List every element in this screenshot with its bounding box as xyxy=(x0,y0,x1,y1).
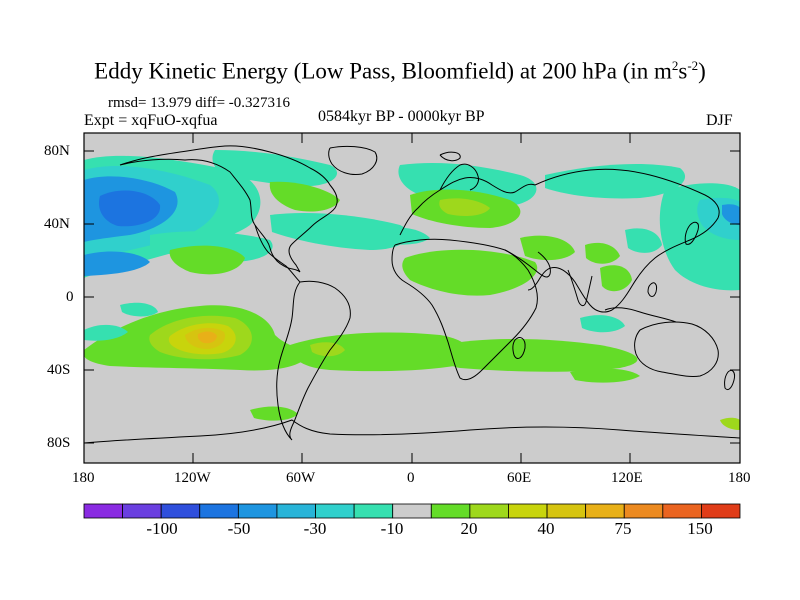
season-label: DJF xyxy=(706,112,733,129)
contour-tropical-pacific-teal xyxy=(120,302,158,317)
lat-label-40s: 40S xyxy=(47,362,71,378)
lon-label-180e: 180 xyxy=(728,470,751,486)
coast-central-america xyxy=(254,224,301,283)
contour-japan-teal xyxy=(625,228,662,253)
contour-north-pacific-lower xyxy=(84,251,150,276)
colorbar-box-13 xyxy=(585,503,625,519)
colorbar-box-12 xyxy=(546,503,587,519)
colorbar-box-5 xyxy=(276,503,316,519)
contour-asia-green-small xyxy=(585,242,620,264)
contour-east-asia-green xyxy=(600,265,632,292)
colorbar-box-6 xyxy=(315,503,355,519)
coast-india xyxy=(567,269,593,307)
contour-south-atlantic-olive xyxy=(310,342,345,357)
axis-ticks xyxy=(83,133,741,463)
colorbar-box-15 xyxy=(662,503,702,519)
lon-label-120e: 120E xyxy=(611,470,643,486)
contour-north-america-green xyxy=(269,181,340,212)
title-mid: s xyxy=(678,58,688,84)
coast-north-america xyxy=(119,145,338,273)
coast-europe xyxy=(399,177,536,236)
coast-philippines xyxy=(647,282,657,297)
contour-atlantic-teal xyxy=(270,213,409,250)
contour-africa-green xyxy=(402,249,538,296)
coastlines xyxy=(84,145,740,444)
contour-south-pacific-teal-west xyxy=(84,324,128,341)
colorbar-label-m10: -10 xyxy=(380,519,404,538)
period-label: 0584kyr BP - 0000kyr BP xyxy=(318,108,485,125)
contour-west-pacific-blue xyxy=(722,204,740,225)
coast-arabia xyxy=(504,249,551,278)
colorbar-label-20: 20 xyxy=(460,519,478,538)
contour-north-pacific-core xyxy=(98,190,161,227)
colorbar-box-0 xyxy=(83,503,123,519)
contour-southern-ocean-green xyxy=(570,368,640,383)
colorbar-box-4 xyxy=(237,503,278,519)
contour-indian-teal xyxy=(580,315,625,333)
colorbar-box-9 xyxy=(430,503,471,519)
colorbar-box-14 xyxy=(623,503,664,519)
coast-greenland xyxy=(328,145,378,175)
contour-europe-green2 xyxy=(439,198,490,216)
contour-south-atlantic-green xyxy=(290,332,471,372)
colorbar-box-1 xyxy=(122,503,162,519)
contour-siberia-teal xyxy=(545,164,686,199)
lon-label-180w: 180 xyxy=(72,470,95,486)
colorbar-label-m30: -30 xyxy=(303,519,327,538)
contour-south-pacific-orange xyxy=(197,331,217,344)
coast-antarctica xyxy=(84,419,740,444)
colorbar-box-3 xyxy=(199,503,239,519)
coast-japan xyxy=(684,221,699,245)
coast-indonesia xyxy=(604,307,677,323)
lon-label-0: 0 xyxy=(407,470,415,486)
coast-asia xyxy=(527,168,720,313)
colorbar-label-150: 150 xyxy=(687,519,713,538)
lat-label-40n: 40N xyxy=(44,216,70,232)
colorbar-box-11 xyxy=(508,503,548,519)
contour-mid-pacific-green xyxy=(169,245,245,275)
lon-label-120w: 120W xyxy=(174,470,211,486)
contour-fields xyxy=(84,150,740,430)
colorbar-box-10 xyxy=(469,503,509,519)
title-sup1: 2 xyxy=(671,58,679,73)
colorbar xyxy=(83,503,741,519)
colorbar-label-40: 40 xyxy=(537,519,555,538)
colorbar-label-75: 75 xyxy=(614,519,632,538)
title-sup2: -2 xyxy=(687,58,699,73)
coast-scandinavia xyxy=(439,163,479,191)
contour-far-south-yellow xyxy=(720,417,740,430)
lon-label-60e: 60E xyxy=(507,470,532,486)
contour-indian-ocean-green xyxy=(436,338,638,372)
coast-arctic-islands xyxy=(439,151,461,162)
colorbar-box-16 xyxy=(701,503,741,519)
contour-canada-teal xyxy=(212,150,338,186)
stats-label: rmsd= 13.979 diff= -0.327316 xyxy=(108,95,291,111)
title-main: Eddy Kinetic Energy (Low Pass, Bloomfiel… xyxy=(94,58,672,84)
coast-madagascar xyxy=(512,337,526,359)
colorbar-box-2 xyxy=(160,503,201,519)
experiment-label: Expt = xqFuO-xqfua xyxy=(84,112,218,129)
lat-label-0: 0 xyxy=(66,289,74,305)
coast-australia xyxy=(634,321,719,377)
contour-far-south-green xyxy=(250,406,298,421)
colorbar-label-m100: -100 xyxy=(146,519,178,538)
contour-arabia-green xyxy=(520,235,575,261)
figure-title: Eddy Kinetic Energy (Low Pass, Bloomfiel… xyxy=(0,58,800,85)
coast-new-zealand xyxy=(724,369,735,391)
lat-label-80s: 80S xyxy=(47,435,71,451)
colorbar-box-8 xyxy=(392,503,432,519)
colorbar-box-7 xyxy=(353,503,394,519)
title-end: ) xyxy=(698,58,706,84)
lat-label-80n: 80N xyxy=(44,143,70,159)
lon-label-60w: 60W xyxy=(286,470,316,486)
colorbar-label-m50: -50 xyxy=(227,519,251,538)
